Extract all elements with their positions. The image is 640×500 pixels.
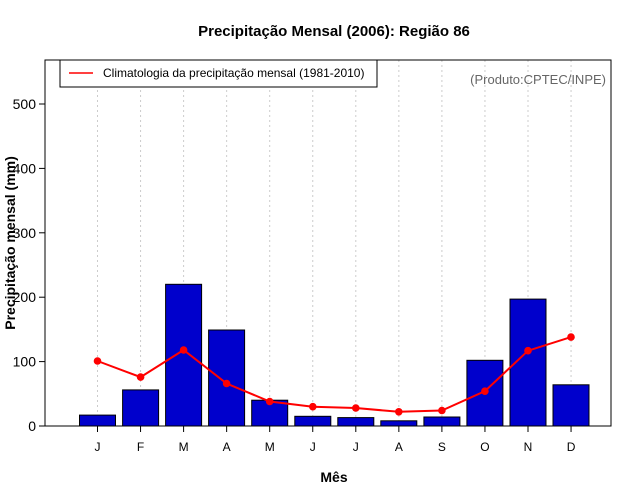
climatology-point-1 [93, 357, 102, 365]
climatology-point-3 [179, 346, 188, 354]
climatology-series-line [97, 336, 572, 413]
x-axis-label: Mês [320, 469, 347, 485]
precipitation-bar-11 [509, 298, 547, 427]
x-tick-label: A [395, 440, 403, 454]
y-tick-label: 0 [28, 418, 36, 434]
x-tick-label: N [524, 440, 533, 454]
climatology-point-4 [222, 379, 231, 388]
x-tick-label: A [223, 440, 231, 454]
y-axis: 0 100 200 300 400 500 [13, 96, 45, 434]
legend: Climatologia da precipitação mensal (198… [59, 59, 378, 88]
climatology-point-5 [265, 397, 274, 406]
climatology-point-10 [481, 387, 489, 396]
climatology-point-12 [567, 333, 575, 341]
climatology-point-8 [395, 408, 403, 416]
climatology-point-6 [309, 402, 317, 411]
precipitation-bar-9 [423, 416, 461, 427]
x-tick-label: J [95, 440, 101, 454]
precipitation-bar-7 [337, 417, 375, 427]
x-tick-label: D [567, 440, 576, 454]
precipitation-bar-12 [552, 384, 590, 427]
y-axis-label: Precipitação mensal (mm) [2, 156, 18, 330]
legend-box [59, 59, 378, 88]
x-tick-label: M [265, 440, 275, 454]
x-tick-label: M [179, 440, 189, 454]
chart-title: Precipitação Mensal (2006): Região 86 [198, 23, 470, 40]
x-tick-label: O [480, 440, 489, 454]
y-tick-label: 300 [13, 225, 37, 241]
source-credit: (Produto:CPTEC/INPE) [470, 72, 606, 87]
precipitation-bar-1 [79, 414, 116, 427]
x-tick-label: J [353, 440, 359, 454]
y-tick-label: 100 [13, 354, 37, 370]
precipitation-bar-8 [380, 420, 418, 427]
precipitation-bar-3 [165, 283, 203, 427]
climatology-point-7 [352, 404, 360, 412]
climatology-point-2 [136, 373, 145, 381]
x-tick-label: F [137, 440, 144, 454]
y-tick-label: 400 [13, 160, 37, 176]
precipitation-bar-4 [208, 329, 246, 427]
y-tick-label: 500 [13, 96, 37, 112]
legend-label: Climatologia da precipitação mensal (198… [103, 66, 364, 80]
y-tick-label: 200 [13, 289, 37, 305]
climatology-point-11 [524, 346, 532, 355]
x-tick-label: J [310, 440, 316, 454]
climatology-point-9 [438, 406, 446, 415]
precipitation-bar-6 [294, 415, 332, 427]
bars [79, 283, 590, 427]
precipitation-bar-2 [122, 389, 160, 427]
x-tick-label: S [438, 440, 446, 454]
climatology-line [93, 333, 575, 416]
